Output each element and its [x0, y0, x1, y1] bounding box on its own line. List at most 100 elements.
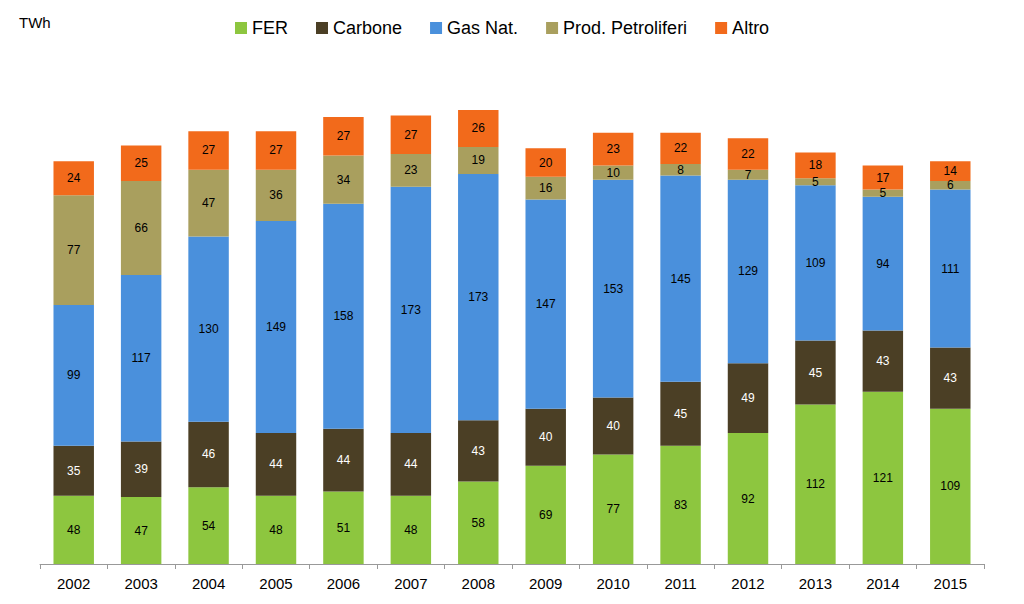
svg-text:66: 66 [134, 221, 148, 235]
svg-text:153: 153 [603, 282, 623, 296]
svg-text:112: 112 [806, 477, 825, 491]
svg-text:23: 23 [606, 142, 620, 156]
svg-text:77: 77 [606, 502, 620, 516]
svg-text:109: 109 [940, 479, 960, 493]
svg-text:FER: FER [252, 18, 288, 38]
svg-text:2014: 2014 [866, 575, 899, 592]
svg-text:25: 25 [134, 156, 148, 170]
svg-text:2005: 2005 [259, 575, 292, 592]
svg-text:2006: 2006 [327, 575, 360, 592]
svg-text:10: 10 [606, 166, 620, 180]
svg-text:48: 48 [269, 523, 283, 537]
svg-text:293: 293 [535, 126, 557, 141]
svg-text:314: 314 [400, 94, 422, 109]
svg-text:23: 23 [404, 163, 418, 177]
svg-text:145: 145 [671, 272, 691, 286]
svg-text:303: 303 [198, 109, 220, 124]
svg-text:51: 51 [337, 521, 351, 535]
svg-text:Gas Nat.: Gas Nat. [447, 18, 518, 38]
svg-text:18: 18 [809, 158, 823, 172]
svg-text:147: 147 [536, 297, 556, 311]
svg-text:27: 27 [202, 143, 216, 157]
svg-text:2002: 2002 [57, 575, 90, 592]
svg-text:Prod. Petroliferi: Prod. Petroliferi [563, 18, 687, 38]
svg-text:109: 109 [805, 256, 825, 270]
svg-text:22: 22 [741, 147, 755, 161]
svg-text:158: 158 [333, 309, 353, 323]
svg-text:39: 39 [134, 462, 148, 476]
svg-text:40: 40 [606, 419, 620, 433]
svg-text:284: 284 [63, 139, 85, 154]
svg-text:54: 54 [202, 519, 216, 533]
svg-text:45: 45 [809, 366, 823, 380]
svg-text:40: 40 [539, 430, 553, 444]
svg-text:Carbone: Carbone [333, 18, 402, 38]
svg-text:47: 47 [202, 196, 216, 210]
svg-text:2010: 2010 [596, 575, 629, 592]
svg-text:303: 303 [670, 111, 692, 126]
svg-text:304: 304 [265, 109, 287, 124]
svg-text:35: 35 [67, 464, 81, 478]
svg-text:43: 43 [472, 444, 486, 458]
svg-text:22: 22 [674, 141, 688, 155]
svg-text:46: 46 [202, 447, 216, 461]
svg-text:43: 43 [944, 371, 958, 385]
svg-text:44: 44 [404, 457, 418, 471]
svg-text:99: 99 [67, 368, 81, 382]
svg-text:94: 94 [876, 257, 890, 271]
svg-text:111: 111 [941, 262, 960, 276]
svg-text:2003: 2003 [124, 575, 157, 592]
svg-text:5: 5 [880, 186, 887, 200]
svg-text:2012: 2012 [731, 575, 764, 592]
svg-text:TWh: TWh [19, 14, 51, 31]
svg-text:58: 58 [472, 516, 486, 530]
svg-text:14: 14 [944, 164, 958, 178]
svg-text:36: 36 [269, 188, 283, 202]
svg-text:149: 149 [266, 320, 286, 334]
svg-text:26: 26 [472, 121, 486, 135]
svg-text:48: 48 [67, 523, 81, 537]
svg-text:280: 280 [872, 143, 894, 158]
svg-text:299: 299 [737, 116, 759, 131]
svg-text:290: 290 [805, 131, 827, 146]
svg-text:2011: 2011 [664, 575, 696, 592]
svg-text:2013: 2013 [799, 575, 832, 592]
svg-text:8: 8 [677, 163, 684, 177]
svg-text:2009: 2009 [529, 575, 562, 592]
svg-text:27: 27 [337, 129, 351, 143]
svg-text:69: 69 [539, 508, 553, 522]
svg-text:2004: 2004 [192, 575, 225, 592]
svg-text:20: 20 [539, 156, 553, 170]
svg-text:6: 6 [947, 178, 954, 192]
svg-text:302: 302 [602, 111, 624, 126]
svg-text:173: 173 [468, 290, 488, 304]
svg-text:117: 117 [132, 351, 151, 365]
svg-text:24: 24 [67, 171, 81, 185]
svg-text:16: 16 [539, 181, 553, 195]
svg-text:283: 283 [939, 139, 961, 154]
svg-text:44: 44 [337, 453, 351, 467]
svg-text:2007: 2007 [394, 575, 427, 592]
svg-text:44: 44 [269, 457, 283, 471]
svg-text:314: 314 [333, 95, 355, 110]
svg-text:319: 319 [467, 88, 489, 103]
svg-text:2015: 2015 [934, 575, 967, 592]
svg-text:27: 27 [269, 143, 283, 157]
svg-text:173: 173 [401, 303, 421, 317]
svg-text:121: 121 [873, 471, 893, 485]
svg-text:7: 7 [745, 168, 752, 182]
svg-text:130: 130 [199, 322, 219, 336]
svg-text:2008: 2008 [462, 575, 495, 592]
svg-text:17: 17 [876, 171, 890, 185]
svg-text:34: 34 [337, 173, 351, 187]
svg-text:43: 43 [876, 354, 890, 368]
svg-text:45: 45 [674, 407, 688, 421]
svg-text:48: 48 [404, 523, 418, 537]
svg-text:27: 27 [404, 128, 418, 142]
svg-text:49: 49 [741, 391, 755, 405]
svg-text:92: 92 [741, 492, 755, 506]
svg-text:19: 19 [472, 153, 486, 167]
svg-text:83: 83 [674, 498, 688, 512]
svg-text:47: 47 [134, 524, 148, 538]
svg-text:294: 294 [130, 123, 152, 138]
